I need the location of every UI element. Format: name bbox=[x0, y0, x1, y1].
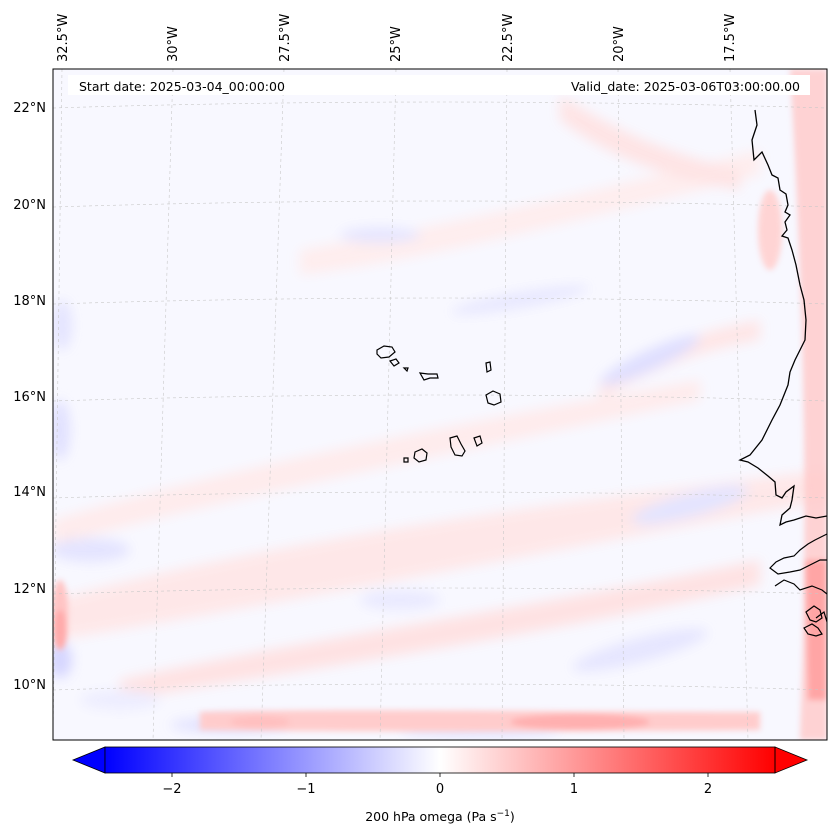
lat-label: 14°N bbox=[13, 485, 46, 500]
island-maio bbox=[473, 435, 483, 447]
colorbar-extend-right bbox=[774, 746, 809, 774]
colorbar-tick: 0 bbox=[436, 782, 444, 797]
colorbar-tick: −2 bbox=[162, 782, 181, 797]
info-bar-background bbox=[68, 75, 810, 95]
lat-label: 10°N bbox=[13, 678, 46, 693]
africa-coastline-south bbox=[769, 533, 827, 637]
lon-label: 32.5°W bbox=[56, 14, 71, 62]
lat-label: 12°N bbox=[13, 582, 46, 597]
lat-label: 20°N bbox=[13, 198, 46, 213]
lon-label: 30°W bbox=[166, 26, 181, 62]
africa-coastline bbox=[738, 109, 827, 527]
colorbar-label: 200 hPa omega (Pa s−1) bbox=[365, 809, 515, 824]
lat-label: 18°N bbox=[13, 294, 46, 309]
island-santiago bbox=[449, 435, 466, 457]
colorbar-tick: −1 bbox=[296, 782, 315, 797]
lon-label: 27.5°W bbox=[278, 14, 293, 62]
colorbar-tick: 1 bbox=[570, 782, 578, 797]
island-brava bbox=[403, 457, 409, 463]
map-frame bbox=[52, 68, 828, 741]
lon-label: 20°W bbox=[612, 26, 627, 62]
island-santo-antao bbox=[376, 345, 396, 359]
lon-label: 22.5°W bbox=[501, 14, 516, 62]
colorbar-extend-left bbox=[71, 746, 106, 774]
cape-verde-islands bbox=[376, 345, 502, 463]
omega-field bbox=[53, 69, 827, 740]
colorbar-gradient bbox=[105, 747, 775, 773]
lon-label: 25°W bbox=[389, 26, 404, 62]
lon-label: 17.5°W bbox=[723, 14, 738, 62]
island-sao-vicente bbox=[388, 358, 400, 367]
lat-label: 22°N bbox=[13, 101, 46, 116]
valid-date-label: Valid_date: 2025-03-06T03:00:00.00 bbox=[571, 79, 800, 94]
colorbar: −2 −1 0 1 2 200 hPa omega (Pa s−1) bbox=[71, 746, 809, 824]
start-date-label: Start date: 2025-03-04_00:00:00 bbox=[79, 79, 285, 94]
map-panel: Start date: 2025-03-04_00:00:00 Valid_da… bbox=[13, 14, 828, 741]
graticule bbox=[53, 69, 827, 740]
island-boa-vista bbox=[485, 390, 502, 406]
island-sao-nicolau bbox=[418, 372, 439, 381]
island-fogo bbox=[413, 448, 428, 463]
colorbar-tick: 2 bbox=[704, 782, 712, 797]
lat-label: 16°N bbox=[13, 390, 46, 405]
latitude-labels: 22°N 20°N 18°N 16°N 14°N 12°N 10°N bbox=[13, 101, 46, 693]
longitude-labels: 32.5°W 30°W 27.5°W 25°W 22.5°W 20°W 17.5… bbox=[56, 14, 738, 62]
island-santa-luzia bbox=[402, 367, 409, 373]
island-sal bbox=[485, 361, 492, 373]
